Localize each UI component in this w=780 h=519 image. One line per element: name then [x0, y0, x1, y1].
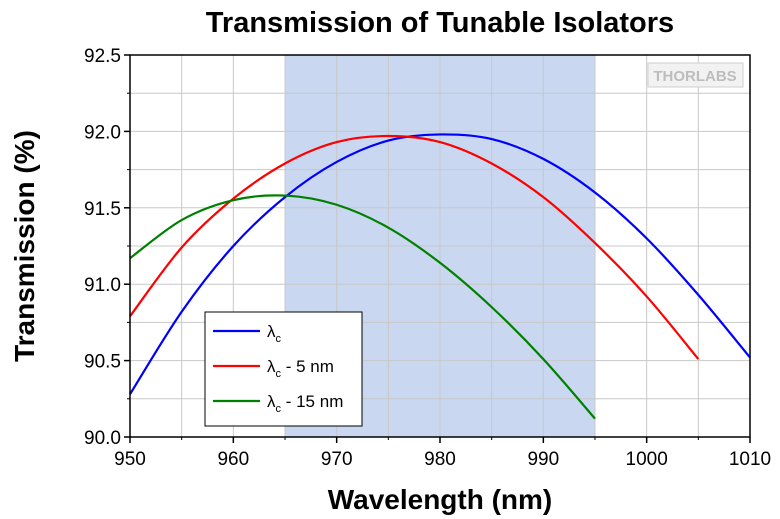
y-tick-label: 92.5: [84, 46, 121, 67]
series-line-0: [129, 133, 751, 395]
watermark-text: THORLABS: [653, 68, 736, 85]
y-tick-label: 91.0: [84, 275, 121, 296]
thorlabs-watermark: THORLABS: [647, 62, 744, 88]
x-tick-label: 970: [321, 449, 353, 470]
x-tick-label: 1010: [729, 449, 771, 470]
y-tick-label: 90.5: [84, 352, 121, 373]
x-axis-label: Wavelength (nm): [328, 484, 553, 515]
x-tick-label: 950: [114, 449, 146, 470]
series-line-1: [129, 134, 700, 360]
x-tick-label: 980: [424, 449, 456, 470]
x-tick-label: 960: [217, 449, 249, 470]
legend-label-2: λc - 15 nm: [267, 392, 343, 415]
legend: λc λc - 5 nm λc - 15 nm: [204, 311, 363, 427]
y-tick-label: 91.5: [84, 199, 121, 220]
y-axis-label: Transmission (%): [9, 130, 40, 362]
chart-title: Transmission of Tunable Isolators: [206, 7, 674, 39]
series-line-2: [129, 194, 596, 420]
legend-label-0: λc: [267, 322, 282, 345]
legend-label-1: λc - 5 nm: [267, 357, 334, 380]
y-tick-label: 90.0: [84, 428, 121, 449]
x-tick-label: 1000: [626, 449, 668, 470]
y-tick-label: 92.0: [84, 122, 121, 143]
x-tick-label: 990: [527, 449, 559, 470]
